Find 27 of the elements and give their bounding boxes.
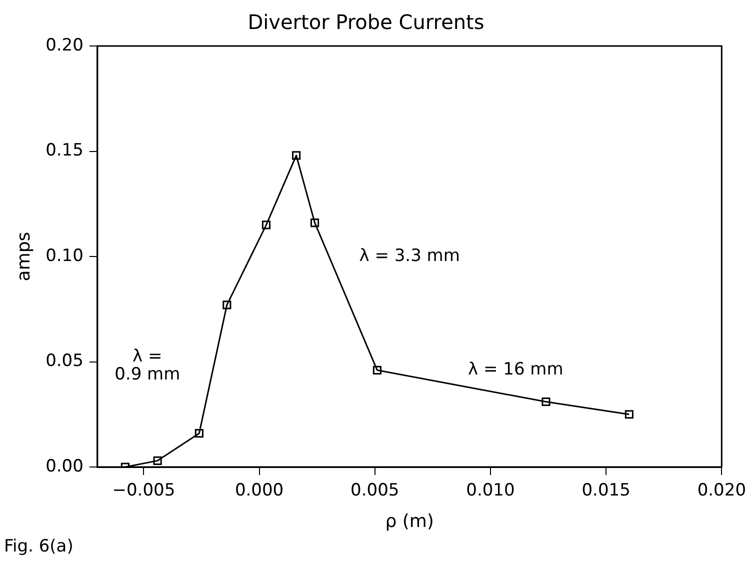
x-tick-label: 0.000 xyxy=(234,480,284,501)
point xyxy=(194,429,204,438)
point xyxy=(372,366,382,374)
x-tick-label: −0.005 xyxy=(112,480,176,501)
y-tick-label: 0.15 xyxy=(46,140,84,161)
point xyxy=(624,410,634,419)
point xyxy=(222,300,232,310)
annotation: λ = 3.3 mm xyxy=(359,246,460,266)
point xyxy=(153,456,162,465)
point xyxy=(310,218,320,228)
point xyxy=(262,220,271,230)
y-axis-title: amps xyxy=(13,232,34,282)
x-axis-title: ρ (m) xyxy=(385,510,434,532)
x-tick-label: 0.020 xyxy=(697,480,746,501)
annotation: λ = 16 mm xyxy=(468,360,564,380)
x-tick-label: 0.015 xyxy=(582,480,630,501)
y-tick-label: 0.20 xyxy=(46,35,84,56)
x-tick-label: 0.010 xyxy=(466,480,515,501)
annotation: λ = 0.9 mm xyxy=(114,346,180,384)
x-tick-label: 0.005 xyxy=(350,480,400,501)
y-tick-label: 0.05 xyxy=(46,351,84,372)
point xyxy=(542,397,550,406)
caption: Fig. 6(a) xyxy=(4,536,74,556)
y-tick-label: 0.00 xyxy=(46,456,84,476)
y-tick-label: 0.10 xyxy=(46,246,84,266)
point xyxy=(292,151,301,160)
chart-title: Divertor Probe Currents xyxy=(248,10,484,34)
